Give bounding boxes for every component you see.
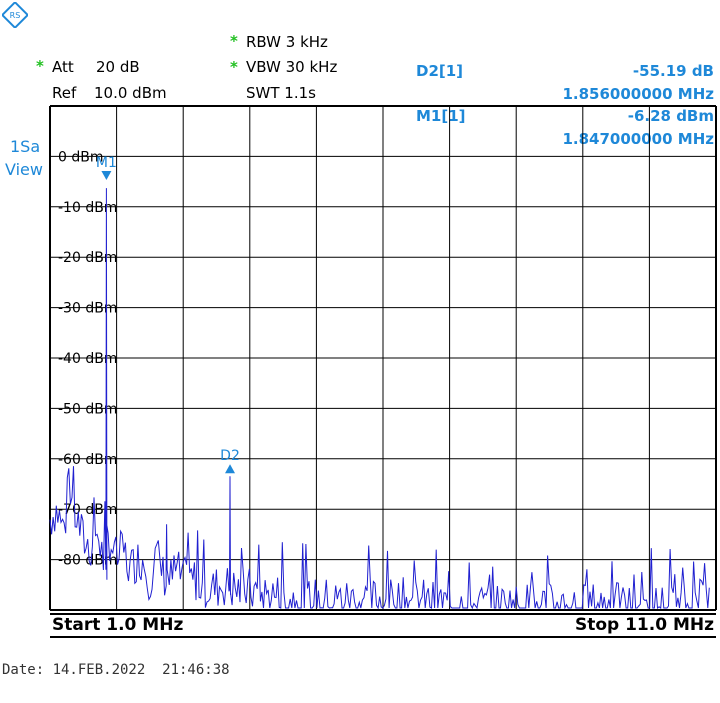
d2-marker-label: D2 — [220, 448, 240, 464]
y-tick-label: -20 dBm — [58, 250, 117, 266]
ref-value: 10.0 dBm — [94, 84, 167, 102]
y-tick-label: -60 dBm — [58, 452, 117, 468]
vbw-value: VBW 30 kHz — [246, 58, 338, 76]
y-tick-label: -50 dBm — [58, 401, 117, 417]
y-tick-label: -40 dBm — [58, 351, 117, 367]
y-tick-label: -30 dBm — [58, 301, 117, 317]
rohde-schwarz-logo-icon: RS — [2, 2, 28, 28]
y-tick-label: -10 dBm — [58, 200, 117, 216]
y-tick-label: -80 dBm — [58, 553, 117, 569]
spectrum-plot: 0 dBm -10 dBm -20 dBm -30 dBm -40 dBm -50 dBm… — [49, 105, 717, 611]
swt-value: SWT 1.1s — [246, 84, 316, 102]
d2-frequency: 1.856000000 MHz — [562, 85, 714, 103]
y-tick-label: 0 dBm — [58, 149, 104, 165]
d2-marker-triangle — [225, 464, 236, 474]
start-frequency: Start 1.0 MHz — [52, 615, 184, 635]
svg-text:RS: RS — [10, 11, 21, 20]
d2-label: D2[1] — [416, 62, 464, 80]
rbw-value: RBW 3 kHz — [246, 33, 328, 51]
m1-frequency: 1.847000000 MHz — [562, 130, 714, 148]
ref-label: Ref — [52, 84, 77, 102]
vbw-star: * — [230, 58, 238, 76]
m1-marker-label: M1 — [96, 155, 117, 171]
spectrum-trace — [49, 188, 710, 610]
rbw-star: * — [230, 32, 238, 50]
frequency-span-bar — [50, 613, 716, 638]
d2-level: -55.19 dB — [632, 62, 714, 80]
stop-frequency: Stop 11.0 MHz — [574, 615, 714, 635]
trace-mode-line2: View — [5, 160, 43, 179]
date-stamp: Date: 14.FEB.2022 21:46:38 — [2, 662, 230, 678]
att-value: 20 dB — [96, 58, 140, 76]
y-tick-label: -70 dBm — [58, 502, 117, 518]
att-star: * — [36, 57, 44, 75]
att-label: Att — [52, 58, 74, 76]
m1-label: M1[1] — [416, 107, 466, 125]
trace-mode-line1: 1Sa — [10, 137, 41, 156]
m1-marker-triangle — [101, 170, 112, 180]
